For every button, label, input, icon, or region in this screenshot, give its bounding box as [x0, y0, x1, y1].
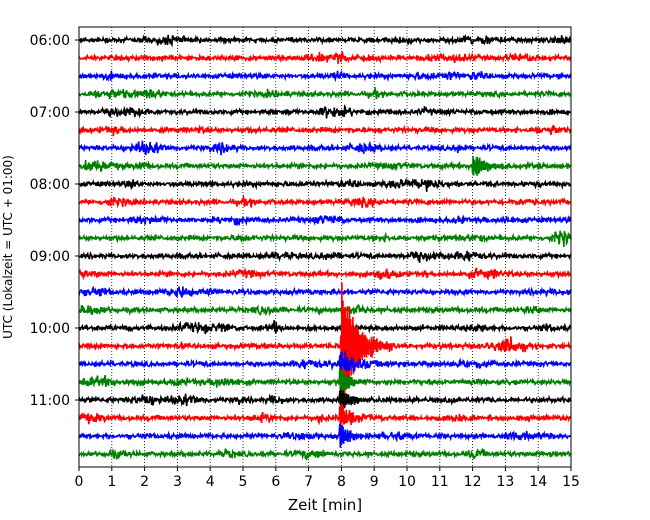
trace-row-0945 — [78, 303, 572, 317]
trace-row-0845 — [78, 230, 572, 247]
trace-row-1015 — [78, 282, 572, 396]
seismic-traces — [78, 33, 572, 461]
x-tick-label: 6 — [271, 474, 280, 490]
trace-row-0745 — [78, 155, 572, 176]
x-tick-label: 10 — [398, 474, 416, 490]
trace-row-0800 — [78, 177, 572, 192]
x-tick-label: 13 — [496, 474, 514, 490]
trace-row-0615 — [78, 50, 572, 64]
x-axis-ticks: 0 1 2 3 4 5 6 7 8 9 10 11 12 13 14 15 — [75, 467, 580, 490]
trace-row-0930 — [78, 285, 572, 298]
x-tick-label: 2 — [140, 474, 149, 490]
trace-row-1115 — [78, 403, 572, 430]
x-tick-label: 14 — [529, 474, 547, 490]
x-tick-label: 0 — [75, 474, 84, 490]
trace-row-1100 — [78, 389, 572, 411]
trace-row-0900 — [78, 250, 572, 263]
x-axis-label: Zeit [min] — [288, 496, 362, 514]
y-tick-label: 06:00 — [30, 33, 70, 49]
trace-row-0715 — [78, 124, 572, 137]
x-tick-label: 12 — [464, 474, 482, 490]
trace-row-0645 — [78, 86, 572, 100]
trace-row-1045 — [78, 368, 572, 396]
y-tick-label: 07:00 — [30, 105, 70, 121]
x-tick-label: 9 — [370, 474, 379, 490]
trace-row-1130 — [78, 424, 572, 448]
x-tick-label: 3 — [173, 474, 182, 490]
x-tick-label: 4 — [206, 474, 215, 490]
y-tick-label: 10:00 — [30, 321, 70, 337]
trace-row-0630 — [78, 70, 572, 83]
y-axis-ticks: 06:00 07:00 08:00 09:00 10:00 11:00 — [30, 33, 79, 409]
trace-row-0830 — [78, 214, 572, 227]
trace-row-0700 — [78, 104, 572, 119]
y-tick-label: 08:00 — [30, 177, 70, 193]
plot-frame — [78, 26, 572, 468]
x-tick-label: 8 — [337, 474, 346, 490]
trace-row-0915 — [78, 267, 572, 281]
y-tick-label: 11:00 — [30, 393, 70, 409]
x-tick-label: 5 — [239, 474, 248, 490]
trace-row-1030 — [78, 351, 572, 378]
trace-row-1145 — [78, 447, 572, 461]
x-tick-label: 15 — [562, 474, 580, 490]
trace-row-0815 — [78, 194, 572, 209]
trace-row-0600 — [78, 33, 572, 48]
x-tick-label: 1 — [107, 474, 116, 490]
trace-row-0730 — [78, 140, 572, 156]
y-axis-label: UTC (Lokalzeit = UTC + 01:00) — [1, 155, 15, 339]
trace-row-1000 — [78, 320, 572, 335]
x-tick-label: 7 — [304, 474, 313, 490]
x-tick-label: 11 — [431, 474, 449, 490]
y-tick-label: 09:00 — [30, 249, 70, 265]
